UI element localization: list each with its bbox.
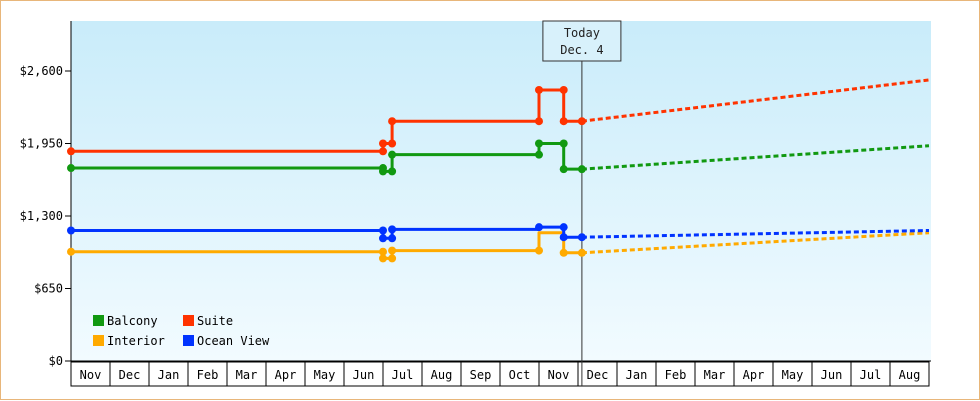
balcony-data-point: [535, 139, 543, 148]
x-month-box: [226, 361, 267, 387]
x-month-box: [694, 361, 735, 387]
x-tick-label: May: [314, 368, 336, 382]
interior-data-point: [535, 246, 543, 255]
suite-data-point: [535, 85, 543, 94]
legend-label-suite: Suite: [197, 314, 233, 328]
x-tick-label: Dec: [119, 368, 141, 382]
ocean-view-data-point: [379, 226, 387, 235]
interior-data-point: [388, 254, 397, 263]
ocean-view-data-point: [379, 234, 387, 243]
plot-area: [71, 21, 931, 361]
today-label-box: [542, 20, 622, 62]
x-month-box: [772, 361, 813, 387]
x-tick-label: Sep: [470, 368, 492, 382]
suite-data-point: [379, 139, 387, 148]
interior-data-point: [559, 248, 568, 257]
suite-data-point: [535, 117, 543, 126]
balcony-data-point: [535, 150, 543, 159]
y-tick-label: $1,300: [20, 209, 63, 223]
suite-data-point: [559, 117, 568, 126]
legend-swatch-ocean-view: [183, 335, 194, 346]
suite-data-point: [388, 117, 397, 126]
x-tick-label: Mar: [236, 368, 258, 382]
y-tick-label: $0: [49, 354, 63, 368]
today-label: Today: [564, 26, 600, 40]
ocean-view-data-point: [559, 223, 568, 232]
x-month-box: [109, 361, 150, 387]
x-month-box: [850, 361, 891, 387]
x-tick-label: Jun: [353, 368, 375, 382]
balcony-data-point: [388, 167, 397, 176]
legend-label-interior: Interior: [107, 334, 165, 348]
ocean-view-data-point: [559, 233, 568, 242]
balcony-data-point: [577, 165, 586, 174]
x-tick-label: Jan: [626, 368, 648, 382]
ocean-view-data-point: [67, 226, 75, 235]
x-month-box: [187, 361, 228, 387]
x-tick-label: Jun: [821, 368, 843, 382]
x-month-box: [889, 361, 930, 387]
x-month-box: [70, 361, 111, 387]
y-tick-label: $1,950: [20, 137, 63, 151]
x-tick-label: Apr: [275, 368, 297, 382]
balcony-data-point: [67, 164, 75, 173]
ocean-view-data-point: [388, 225, 397, 234]
x-tick-label: Aug: [431, 368, 453, 382]
x-tick-label: Nov: [80, 368, 102, 382]
suite-forecast-line: [581, 78, 930, 123]
ocean-view-data-point: [535, 223, 543, 232]
x-month-box: [382, 361, 423, 387]
x-tick-label: Nov: [548, 368, 570, 382]
suite-data-point: [379, 147, 387, 156]
balcony-data-point: [379, 167, 387, 176]
balcony-data-point: [559, 139, 568, 148]
x-month-box: [265, 361, 306, 387]
x-tick-label: Feb: [665, 368, 687, 382]
x-month-box: [577, 361, 618, 387]
ocean-view-data-point: [577, 233, 586, 242]
x-tick-label: Apr: [743, 368, 765, 382]
interior-data-point: [379, 254, 387, 263]
x-month-box: [460, 361, 501, 387]
legend-swatch-suite: [183, 315, 194, 326]
y-tick-label: $650: [34, 282, 63, 296]
interior-data-point: [388, 246, 397, 255]
x-month-box: [538, 361, 579, 387]
x-tick-label: Dec: [587, 368, 609, 382]
legend-label-balcony: Balcony: [107, 314, 158, 328]
balcony-data-point: [559, 165, 568, 174]
legend-swatch-balcony: [93, 315, 104, 326]
legend-swatch-interior: [93, 335, 104, 346]
ocean-view-data-point: [388, 234, 397, 243]
ocean-view-forecast-line: [581, 229, 930, 239]
balcony-forecast-line: [581, 144, 930, 171]
legend-label-ocean-view: Ocean View: [197, 334, 270, 348]
suite-data-point: [388, 139, 397, 148]
y-tick-label: $2,600: [20, 64, 63, 78]
x-tick-label: Aug: [899, 368, 921, 382]
x-tick-label: Mar: [704, 368, 726, 382]
x-tick-label: Jan: [158, 368, 180, 382]
interior-data-point: [379, 247, 387, 256]
suite-data-point: [559, 85, 568, 94]
x-tick-label: Oct: [509, 368, 531, 382]
balcony-data-point: [388, 150, 397, 159]
x-tick-label: Jul: [392, 368, 414, 382]
today-date: Dec. 4: [560, 43, 603, 57]
suite-data-point: [577, 117, 586, 126]
x-month-box: [811, 361, 852, 387]
interior-data-point: [67, 247, 75, 256]
x-month-box: [148, 361, 189, 387]
x-tick-label: Jul: [860, 368, 882, 382]
suite-data-point: [67, 147, 75, 156]
interior-forecast-line: [581, 231, 930, 255]
interior-data-point: [577, 248, 586, 257]
x-tick-label: Feb: [197, 368, 219, 382]
x-tick-label: May: [782, 368, 804, 382]
x-month-box: [655, 361, 696, 387]
